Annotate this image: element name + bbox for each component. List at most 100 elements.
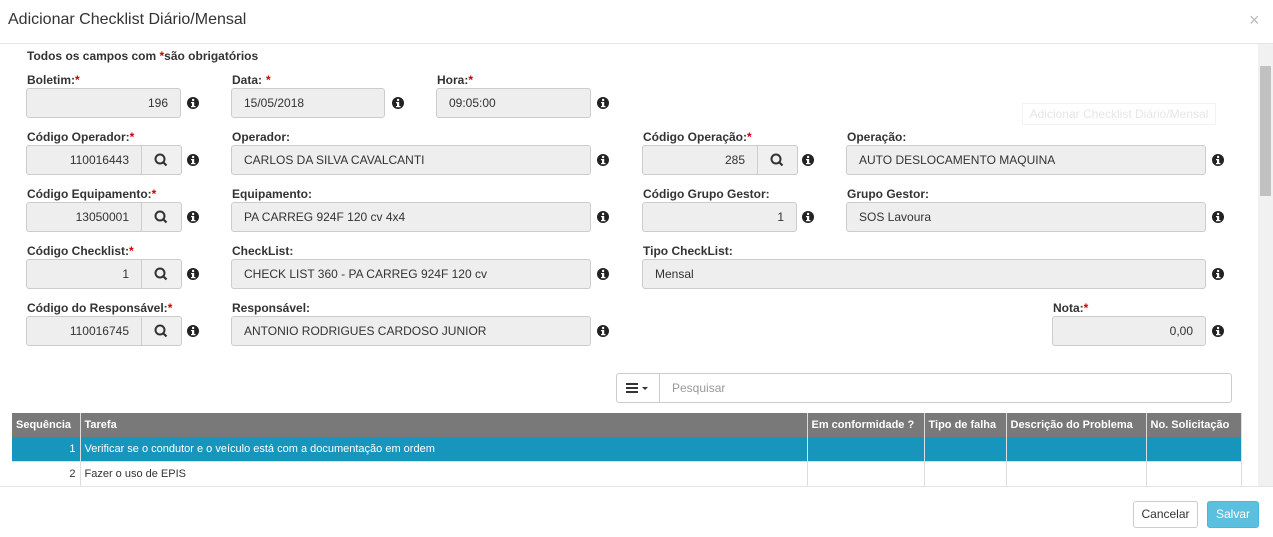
sequence-cell: 1 (12, 437, 81, 462)
required-star: * (129, 244, 134, 258)
required-star: * (468, 73, 474, 87)
search-input[interactable]: Pesquisar (659, 373, 1232, 403)
save-button[interactable]: Salvar (1207, 501, 1259, 528)
table-row[interactable]: 2 Fazer o uso de EPIS (12, 461, 1242, 487)
field-label: Hora:* (437, 73, 473, 87)
column-header: Tarefa (80, 413, 808, 437)
text-input[interactable]: SOS Lavoura (846, 202, 1206, 232)
text-input[interactable]: 13050001 (26, 202, 142, 232)
table-cell (1006, 437, 1147, 462)
info-icon[interactable] (187, 96, 199, 109)
text-input[interactable]: PA CARREG 924F 120 cv 4x4 (231, 202, 591, 232)
search-button[interactable] (758, 145, 798, 175)
text-input[interactable]: 285 (642, 145, 758, 175)
table-cell (1006, 461, 1147, 487)
text-input[interactable]: AUTO DESLOCAMENTO MAQUINA (846, 145, 1206, 175)
label-text: Código Equipamento: (27, 187, 152, 201)
text-input[interactable]: 1 (26, 259, 142, 289)
info-icon[interactable] (1212, 267, 1224, 280)
info-icon[interactable] (597, 324, 609, 337)
field-label: Nota:* (1053, 301, 1088, 315)
info-icon[interactable] (597, 267, 609, 280)
label-text: Equipamento: (232, 187, 312, 201)
column-header: Descrição do Problema (1006, 413, 1147, 437)
menu-icon (626, 383, 648, 393)
field-label: Código Operador:* (27, 130, 134, 144)
field-label: Grupo Gestor: (847, 187, 929, 201)
required-star: * (151, 187, 157, 201)
text-input[interactable]: Mensal (642, 259, 1206, 289)
field-label: Responsável: (232, 301, 310, 315)
label-text: Operação: (847, 130, 907, 144)
table-row[interactable]: 1 Verificar se o condutor e o veículo est… (12, 437, 1242, 462)
text-input[interactable]: 15/05/2018 (231, 88, 385, 118)
label-text: Boletim: (27, 73, 75, 87)
label-text: CheckList: (232, 244, 294, 258)
info-icon[interactable] (802, 210, 814, 223)
label-text: Código do Responsável: (27, 301, 168, 315)
label-text: Grupo Gestor: (847, 187, 930, 201)
label-text: Data: (232, 73, 263, 87)
text-input[interactable]: 196 (26, 88, 181, 118)
task-table: Sequência Tarefa Em conformidade ? Tipo de … (12, 413, 1242, 487)
info-icon[interactable] (187, 324, 199, 337)
info-icon[interactable] (597, 153, 609, 166)
field-label: Código Operação:* (643, 130, 752, 144)
text-input[interactable]: 110016745 (26, 316, 142, 346)
text-input[interactable]: CHECK LIST 360 - PA CARREG 924F 120 cv (231, 259, 591, 289)
info-icon[interactable] (597, 210, 609, 223)
text-input[interactable]: CARLOS DA SILVA CAVALCANTI (231, 145, 591, 175)
field-label: CheckList: (232, 244, 293, 258)
divider (0, 43, 1273, 44)
close-button[interactable]: × (1249, 10, 1260, 30)
label-text: Hora: (437, 73, 469, 87)
tooltip: Adicionar Checklist Diário/Mensal (1022, 103, 1216, 125)
info-icon[interactable] (802, 153, 814, 166)
sequence-cell: 2 (12, 461, 81, 487)
info-icon[interactable] (187, 267, 199, 280)
label-text: Código Grupo Gestor: (643, 187, 770, 201)
table-cell (807, 437, 925, 462)
info-icon[interactable] (1212, 210, 1224, 223)
text-input[interactable]: 110016443 (26, 145, 142, 175)
required-star: * (266, 73, 271, 87)
field-label: Equipamento: (232, 187, 312, 201)
cancel-button[interactable]: Cancelar (1133, 501, 1198, 528)
info-icon[interactable] (187, 210, 199, 223)
field-label: Código Equipamento:* (27, 187, 156, 201)
note-text: Todos os campos com (27, 49, 160, 63)
search-button[interactable] (142, 316, 182, 346)
info-icon[interactable] (597, 96, 609, 109)
required-note: Todos os campos com *são obrigatórios (27, 49, 258, 63)
scrollbar-thumb[interactable] (1260, 66, 1271, 196)
note-text: são obrigatórios (164, 49, 259, 63)
table-cell (1146, 437, 1242, 462)
required-star: * (167, 301, 173, 315)
text-input[interactable]: 1 (642, 202, 797, 232)
field-label: Código do Responsável:* (27, 301, 172, 315)
text-input[interactable]: ANTONIO RODRIGUES CARDOSO JUNIOR (231, 316, 591, 346)
search-button[interactable] (142, 259, 182, 289)
column-header: Sequência (12, 413, 81, 437)
field-label: Operação: (847, 130, 906, 144)
info-icon[interactable] (392, 96, 404, 109)
label-text: Responsável: (232, 301, 311, 315)
column-header: No. Solicitação (1146, 413, 1242, 437)
info-icon[interactable] (1212, 324, 1224, 337)
text-input[interactable]: 0,00 (1052, 316, 1206, 346)
required-star: * (129, 130, 135, 144)
modal-title: Adicionar Checklist Diário/Mensal (8, 11, 247, 28)
table-header: Sequência Tarefa Em conformidade ? Tipo de … (12, 413, 1242, 437)
label-text: Operador: (232, 130, 291, 144)
field-label: Operador: (232, 130, 290, 144)
search-button[interactable] (142, 202, 182, 232)
field-label: Tipo CheckList: (643, 244, 733, 258)
info-icon[interactable] (187, 153, 199, 166)
info-icon[interactable] (1212, 153, 1224, 166)
text-input[interactable]: 09:05:00 (436, 88, 591, 118)
columns-menu[interactable] (616, 373, 660, 403)
search-button[interactable] (142, 145, 182, 175)
table-cell (1146, 461, 1242, 487)
table-cell (924, 461, 1007, 487)
